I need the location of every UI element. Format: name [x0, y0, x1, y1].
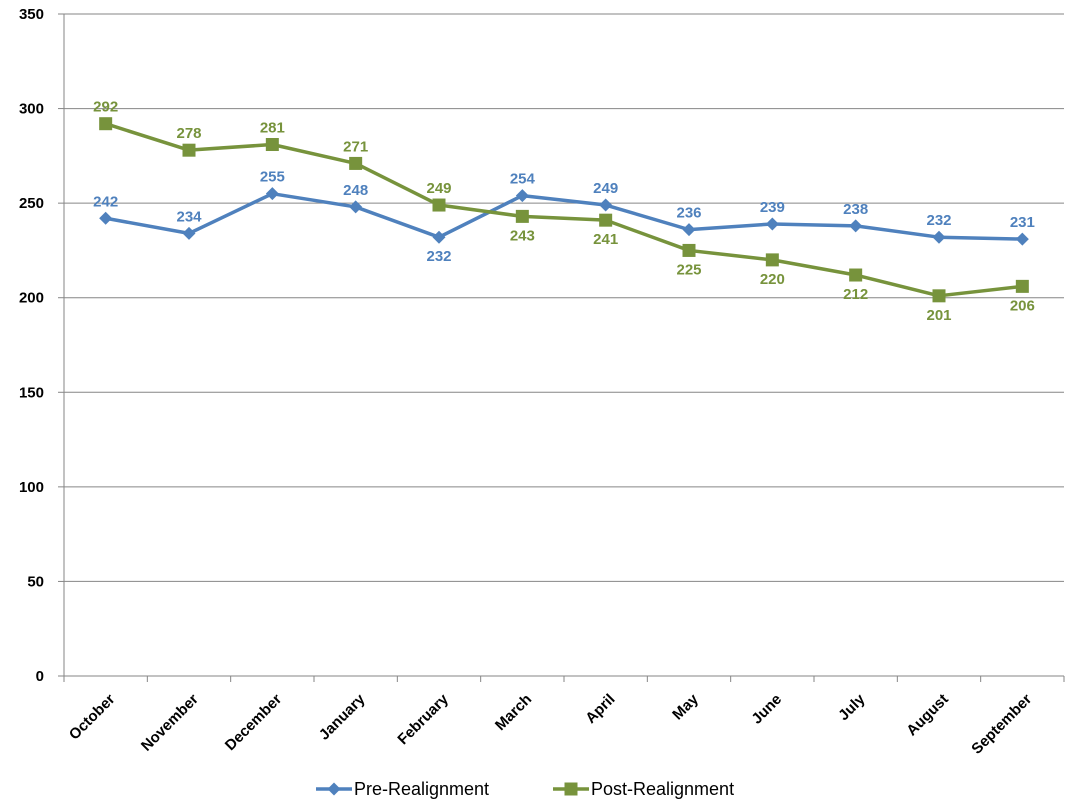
data-label-pre-realignment-january: 248 [343, 182, 368, 199]
data-label-post-realignment-may: 225 [676, 261, 701, 278]
x-tick-label-november: November [138, 691, 202, 755]
x-tick-label-december: December [222, 691, 285, 754]
data-label-pre-realignment-may: 236 [676, 205, 701, 222]
data-label-post-realignment-february: 249 [426, 180, 451, 197]
marker-post-realignment-may [682, 243, 696, 257]
data-label-pre-realignment-september: 231 [1010, 214, 1035, 231]
marker-pre-realignment-november [182, 226, 196, 240]
y-tick-label-150: 150 [19, 384, 44, 401]
data-label-pre-realignment-july: 238 [843, 201, 868, 218]
x-tick-label-april: April [582, 691, 618, 727]
legend[interactable]: Pre-Realignment Post-Realignment [316, 779, 734, 799]
y-tick-label-100: 100 [19, 479, 44, 496]
data-label-pre-realignment-august: 232 [926, 212, 951, 229]
legend-marker-pre-realignment [327, 782, 341, 796]
marker-pre-realignment-june [765, 217, 779, 231]
x-tick-label-october: October [66, 691, 119, 744]
data-label-post-realignment-april: 241 [593, 231, 618, 248]
x-tick-label-february: February [394, 690, 452, 748]
data-label-post-realignment-december: 281 [260, 120, 285, 137]
marker-pre-realignment-february [432, 230, 446, 244]
marker-pre-realignment-march [515, 189, 529, 203]
marker-post-realignment-april [599, 213, 613, 227]
legend-item-post-realignment[interactable]: Post-Realignment [553, 779, 734, 799]
y-tick-label-350: 350 [19, 6, 44, 23]
marker-post-realignment-june [765, 253, 779, 267]
x-tick-label-july: July [835, 690, 869, 724]
marker-post-realignment-august [932, 289, 946, 303]
marker-post-realignment-july [849, 268, 863, 282]
marker-pre-realignment-may [682, 223, 696, 237]
marker-pre-realignment-october [99, 211, 113, 225]
marker-post-realignment-february [432, 198, 446, 212]
data-label-post-realignment-july: 212 [843, 286, 868, 303]
data-label-post-realignment-september: 206 [1010, 297, 1035, 314]
marker-post-realignment-september [1015, 279, 1029, 293]
data-label-post-realignment-august: 201 [926, 307, 951, 324]
series-line-pre-realignment [105, 191, 1023, 241]
x-tick-label-september: September [968, 691, 1035, 758]
data-label-post-realignment-october: 292 [93, 99, 118, 116]
y-axis-ticks: 0 50 100 150 200 250 300 350 [19, 6, 64, 685]
data-label-pre-realignment-december: 255 [260, 169, 285, 186]
data-label-pre-realignment-october: 242 [93, 193, 118, 210]
data-label-pre-realignment-april: 249 [593, 180, 618, 197]
marker-post-realignment-december [265, 138, 279, 152]
y-tick-label-200: 200 [19, 290, 44, 307]
data-label-post-realignment-november: 278 [176, 125, 201, 142]
data-label-pre-realignment-june: 239 [760, 199, 785, 216]
data-label-pre-realignment-march: 254 [510, 171, 536, 188]
series-group [99, 117, 1029, 303]
marker-pre-realignment-january [349, 200, 363, 214]
legend-label-post-realignment: Post-Realignment [591, 779, 734, 799]
marker-pre-realignment-april [599, 198, 613, 212]
legend-marker-post-realignment [564, 782, 578, 796]
marker-post-realignment-october [99, 117, 113, 131]
legend-label-pre-realignment: Pre-Realignment [354, 779, 489, 799]
data-label-pre-realignment-february: 232 [426, 248, 451, 265]
y-tick-label-250: 250 [19, 195, 44, 212]
marker-pre-realignment-july [849, 219, 863, 233]
axes [63, 14, 1064, 677]
marker-post-realignment-november [182, 143, 196, 157]
x-tick-label-march: March [492, 691, 535, 734]
series-line-post-realignment [105, 122, 1023, 298]
x-tick-label-may: May [669, 690, 702, 723]
data-label-post-realignment-june: 220 [760, 271, 785, 288]
marker-pre-realignment-december [265, 187, 279, 201]
x-axis-ticks: October November December January February Ma… [63, 676, 1065, 758]
x-tick-label-june: June [748, 691, 785, 728]
marker-pre-realignment-september [1015, 232, 1029, 246]
marker-post-realignment-march [515, 209, 529, 223]
data-label-pre-realignment-november: 234 [176, 208, 202, 225]
y-tick-label-50: 50 [27, 573, 44, 590]
y-tick-label-300: 300 [19, 101, 44, 118]
y-tick-label-0: 0 [36, 668, 44, 685]
x-tick-label-august: August [903, 691, 952, 740]
marker-pre-realignment-august [932, 230, 946, 244]
data-labels: 242 234 255 248 232 254 249 236 239 238 232 231 292 2… [93, 99, 1035, 324]
data-label-post-realignment-march: 243 [510, 227, 535, 244]
marker-post-realignment-january [349, 156, 363, 170]
gridlines [64, 13, 1064, 582]
data-label-post-realignment-january: 271 [343, 138, 368, 155]
x-tick-label-january: January [316, 690, 369, 743]
legend-item-pre-realignment[interactable]: Pre-Realignment [316, 779, 489, 799]
